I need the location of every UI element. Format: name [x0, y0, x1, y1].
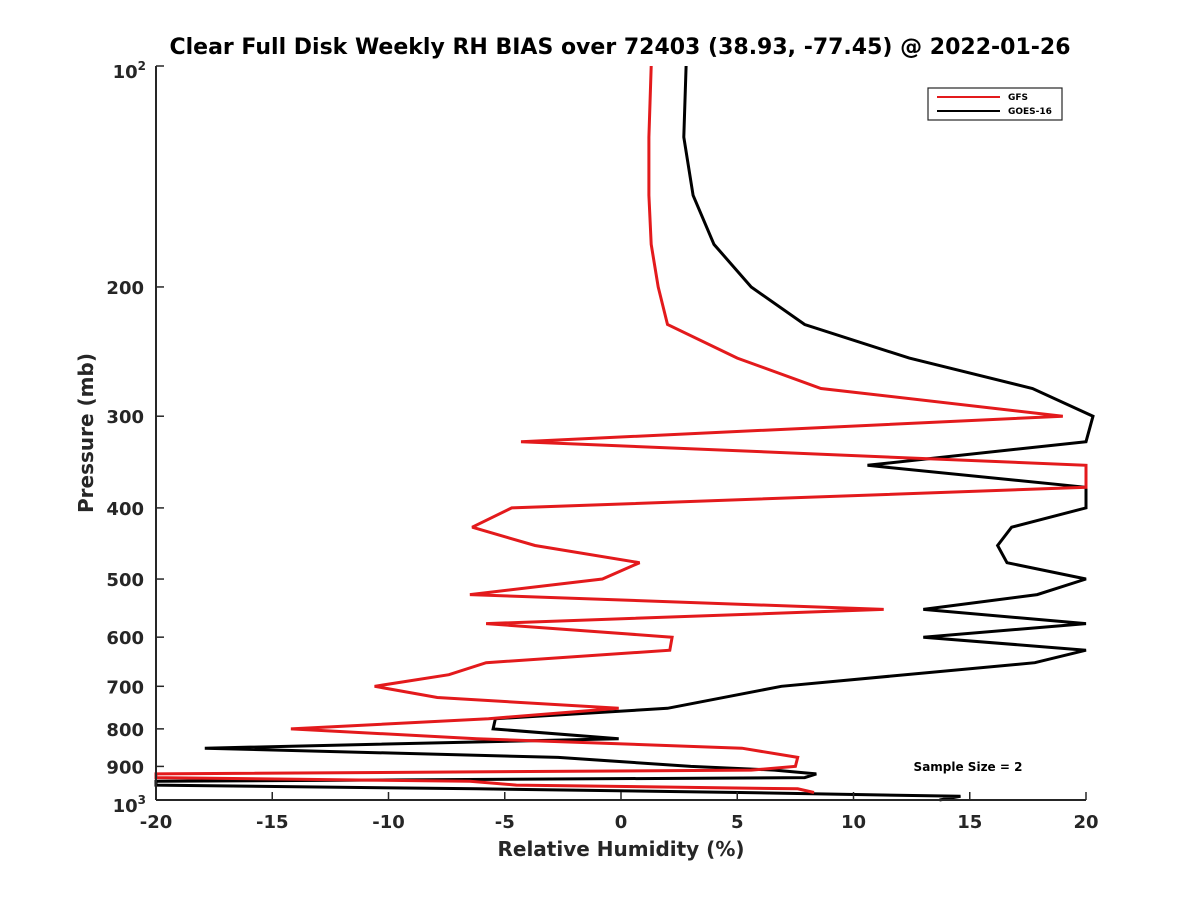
y-axis-label: Pressure (mb) [74, 353, 98, 513]
y-tick-label: 900 [106, 757, 144, 778]
y-tick-label: 600 [106, 628, 144, 649]
x-tick-label: -20 [140, 812, 173, 833]
y-tick-label: 200 [106, 278, 144, 299]
x-tick-label: -15 [256, 812, 289, 833]
x-tick-label: 5 [731, 812, 744, 833]
y-tick-label: 500 [106, 570, 144, 591]
y-ticks: 200 300 400 500 600 700 800 900 [106, 65, 164, 801]
legend-label-goes16: GOES-16 [1008, 107, 1052, 117]
x-tick-label: 20 [1073, 812, 1098, 833]
sample-size-annotation: Sample Size = 2 [914, 760, 1023, 774]
y-tick-label-bottom: 103 [113, 793, 146, 817]
series-line-goes16 [154, 65, 1095, 802]
x-tick-label: 10 [841, 812, 866, 833]
y-tick-label: 800 [106, 720, 144, 741]
x-tick-label: -10 [372, 812, 405, 833]
x-tick-label: -5 [495, 812, 515, 833]
y-tick-label-top: 102 [113, 59, 146, 83]
chart-title: Clear Full Disk Weekly RH BIAS over 7240… [169, 35, 1070, 60]
y-tick-label: 300 [106, 407, 144, 428]
legend-box [927, 87, 1063, 121]
x-tick-label: 0 [615, 812, 628, 833]
y-tick-label: 400 [106, 499, 144, 520]
y-tick-label: 700 [106, 677, 144, 698]
series-line-gfs [154, 65, 1088, 794]
legend: GFS GOES-16 [927, 87, 1063, 121]
legend-label-gfs: GFS [1008, 93, 1028, 103]
x-axis-label: Relative Humidity (%) [497, 837, 744, 861]
x-tick-label: 15 [957, 812, 982, 833]
series-layer [154, 65, 1095, 802]
x-ticks: -20 -15 -10 -5 0 5 10 15 20 [140, 792, 1099, 833]
